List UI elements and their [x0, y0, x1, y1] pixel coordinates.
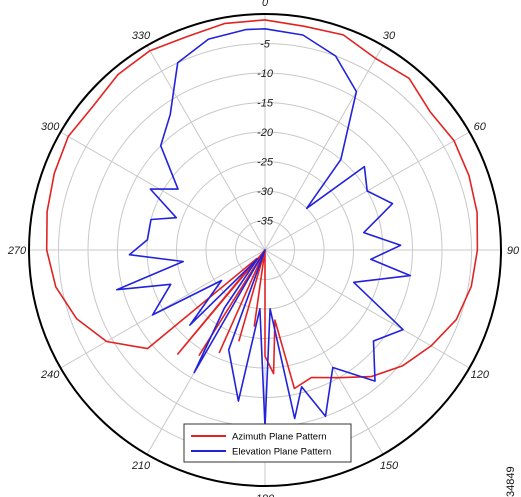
angle-label: 270 — [7, 245, 27, 257]
labels-layer: -35 -30 -25 -20 -15 -10 -5 0 30 60 90 120 150 180 210 2… — [7, 0, 520, 497]
ring-label: -25 — [257, 157, 274, 169]
ring-label: -10 — [257, 68, 274, 80]
angle-label: 90 — [507, 245, 520, 257]
ring-label: -30 — [257, 186, 274, 198]
angle-label: 300 — [41, 121, 60, 133]
ring-label: -35 — [257, 216, 274, 228]
ring-label: -15 — [257, 98, 274, 110]
angle-label: 60 — [474, 121, 487, 133]
legend-label-azimuth: Azimuth Plane Pattern — [232, 432, 327, 443]
angle-label: 0 — [262, 0, 269, 9]
ring-label: -20 — [257, 127, 274, 139]
angle-label: 210 — [131, 460, 151, 472]
legend-label-elevation: Elevation Plane Pattern — [232, 447, 331, 458]
angle-label: 180 — [256, 493, 275, 497]
series-layer — [45, 19, 479, 428]
angle-label: 150 — [380, 460, 399, 472]
ring-label: -5 — [260, 39, 271, 51]
angle-label: 240 — [40, 369, 60, 381]
angle-label: 120 — [471, 369, 490, 381]
legend-box — [183, 423, 352, 463]
polar-grid — [28, 13, 502, 487]
series-line-azimuth — [45, 19, 479, 390]
angle-label: 330 — [132, 30, 151, 42]
figure-id: 34849 — [505, 466, 517, 497]
legend: Azimuth Plane Pattern Elevation Plane Pa… — [183, 423, 352, 463]
ring-4 — [117, 102, 413, 398]
ring-3 — [146, 131, 384, 369]
angle-label: 30 — [383, 30, 396, 42]
series-line-elevation — [116, 28, 412, 428]
outer-ring — [28, 13, 502, 487]
